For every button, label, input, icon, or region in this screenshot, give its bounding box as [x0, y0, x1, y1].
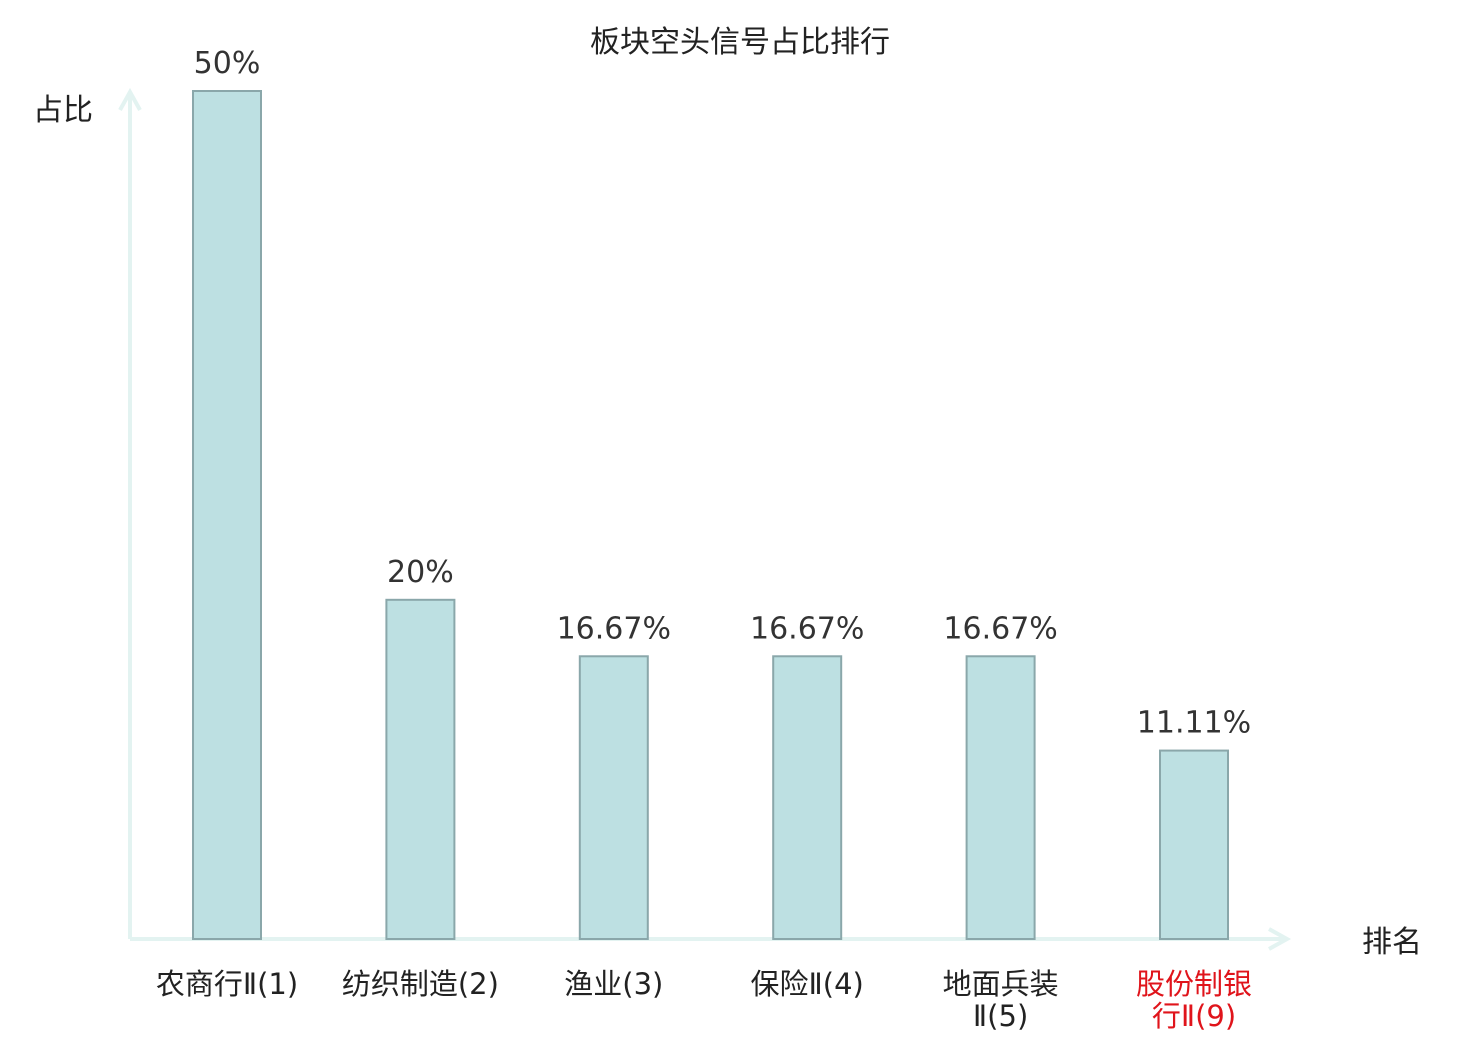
category-tick-label: 地面兵装	[943, 967, 1059, 1001]
bar-value-label: 11.11%	[1137, 706, 1251, 741]
chart-title: 板块空头信号占比排行	[590, 25, 890, 60]
y-axis-arrow	[118, 87, 142, 111]
bar-value-label: 16.67%	[750, 611, 864, 646]
bar	[192, 90, 262, 940]
bar-value-label: 50%	[194, 46, 261, 81]
y-axis-label: 占比	[33, 93, 93, 128]
bars-group	[192, 90, 1229, 940]
bar	[385, 598, 456, 940]
bar	[578, 655, 649, 940]
category-tick-label: 行Ⅱ(9)	[1152, 999, 1236, 1033]
category-tick-label: Ⅱ(5)	[973, 999, 1028, 1033]
bar	[965, 655, 1036, 940]
bar-value-label: 16.67%	[557, 611, 671, 646]
category-tick-label: 股份制银	[1136, 967, 1252, 1001]
bar-value-label: 20%	[387, 555, 454, 590]
category-tick-label: 农商行Ⅱ(1)	[156, 967, 298, 1001]
category-tick-label: 纺织制造(2)	[342, 967, 499, 1001]
bar	[1159, 749, 1229, 940]
axes	[118, 87, 1292, 951]
bar	[772, 655, 843, 940]
bar-value-label: 16.67%	[943, 611, 1057, 646]
value-labels-group: 50% 20% 16.67% 16.67% 16.67% 11.11%	[194, 46, 1252, 741]
category-tick-label: 渔业(3)	[564, 967, 663, 1001]
x-axis-label: 排名	[1362, 925, 1422, 960]
x-axis-arrow	[1268, 927, 1292, 951]
category-tick-label: 保险Ⅱ(4)	[751, 967, 864, 1001]
